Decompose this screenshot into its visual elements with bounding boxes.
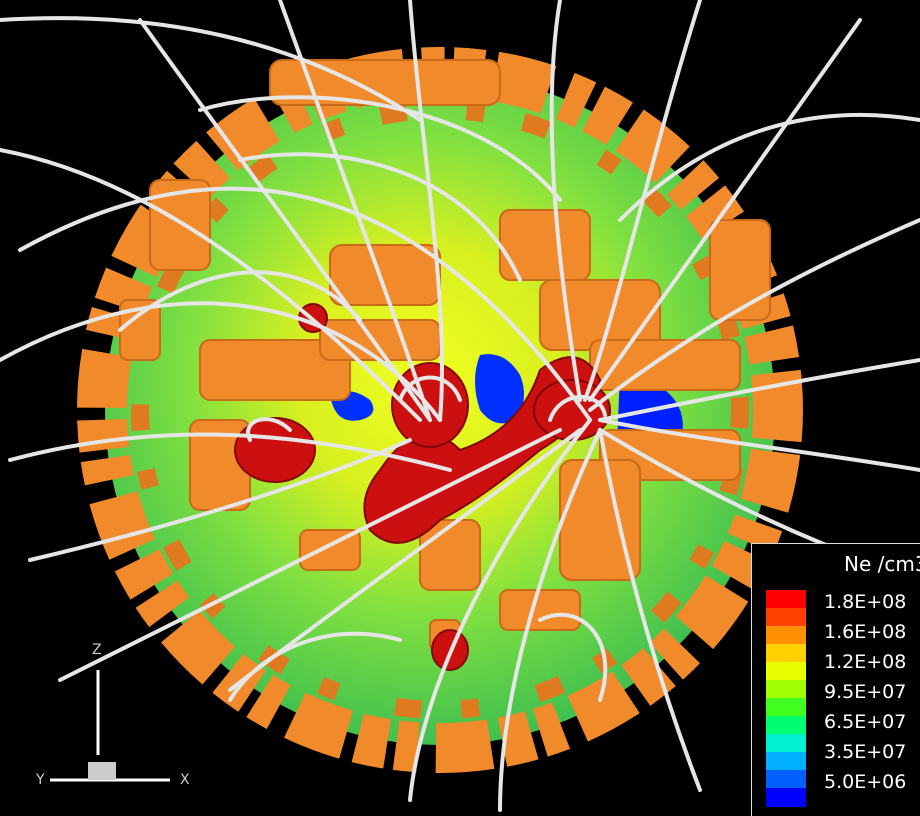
legend-swatch [766, 680, 806, 699]
axis-z-label: Z [92, 642, 102, 658]
legend-swatch [766, 608, 806, 627]
legend-label: 1.6E+08 [824, 621, 907, 643]
axis-x-label: X [180, 772, 190, 788]
legend-swatch [766, 788, 806, 807]
isosurface-rim-inner [131, 101, 749, 719]
low-density-patch [475, 354, 524, 424]
axis-y-label: Y [36, 772, 45, 788]
legend-swatch [766, 698, 806, 717]
legend-swatch [766, 716, 806, 735]
legend-swatch [766, 626, 806, 645]
legend-label: 3.5E+07 [824, 741, 907, 763]
legend-title: Ne /cm3 [844, 552, 920, 576]
legend-swatch [766, 770, 806, 789]
axis-triad [50, 670, 170, 782]
legend-swatch [766, 752, 806, 771]
legend-swatch [766, 590, 806, 609]
legend-swatch [766, 644, 806, 663]
legend-label: 9.5E+07 [824, 681, 907, 703]
legend-colorbar [766, 590, 806, 807]
legend-label: 1.2E+08 [824, 651, 907, 673]
legend-swatch [766, 734, 806, 753]
legend-swatch [766, 662, 806, 681]
color-legend: Ne /cm3 1.8E+08 1.6E+08 1.2E+08 9.5E+07 … [751, 543, 920, 816]
legend-label: 5.0E+06 [824, 771, 907, 793]
legend-label: 6.5E+07 [824, 711, 907, 733]
legend-label: 1.8E+08 [824, 591, 907, 613]
